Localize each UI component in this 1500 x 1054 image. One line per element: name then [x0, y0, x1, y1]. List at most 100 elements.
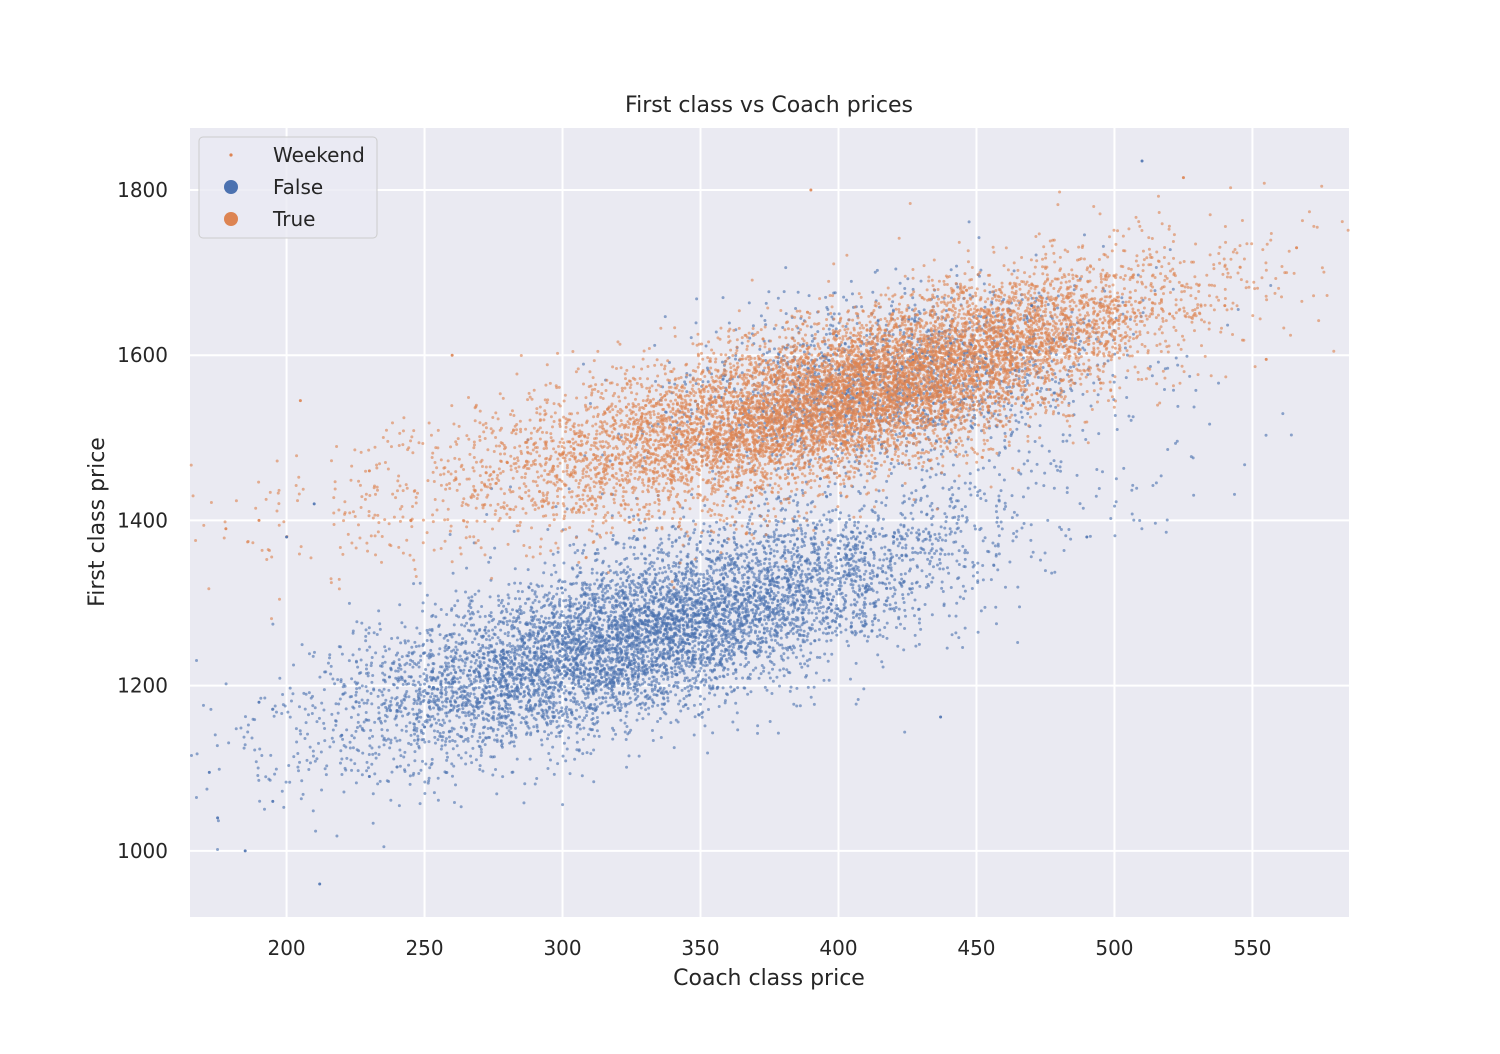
data-point-false [687, 707, 690, 710]
data-point-false [562, 755, 565, 758]
data-point-false [592, 780, 595, 783]
data-point-false [708, 636, 711, 639]
data-point-false [643, 681, 646, 684]
data-point-false [962, 585, 965, 588]
data-point-false [608, 601, 611, 604]
data-point-false [404, 707, 407, 710]
data-point-false [386, 709, 389, 712]
data-point-false [864, 615, 867, 618]
data-point-false [485, 638, 488, 641]
data-point-false [244, 743, 247, 746]
data-point-false [400, 729, 403, 732]
data-point-false [637, 647, 640, 650]
data-point-false [982, 578, 985, 581]
data-point-false [858, 596, 861, 599]
data-point-false [583, 683, 586, 686]
data-point-false [512, 620, 515, 623]
data-point-false [575, 608, 578, 611]
data-point-false [453, 801, 456, 804]
data-point-false [794, 586, 797, 589]
data-point-false [597, 596, 600, 599]
data-point-false [411, 708, 414, 711]
data-point-false [1040, 387, 1043, 390]
data-point-false [830, 639, 833, 642]
data-point-false [882, 635, 885, 638]
data-point-false [785, 636, 788, 639]
data-point-false [722, 526, 725, 529]
data-point-false [949, 498, 952, 501]
data-point-false [528, 650, 531, 653]
data-point-false [859, 630, 862, 633]
data-point-false [271, 623, 274, 626]
data-point-false [445, 701, 448, 704]
data-point-false [538, 621, 541, 624]
data-point-false [749, 690, 752, 693]
data-point-false [802, 585, 805, 588]
data-point-false [898, 581, 901, 584]
data-point-false [589, 612, 592, 615]
data-point-false [776, 604, 779, 607]
data-point-false [557, 551, 560, 554]
data-point-false [811, 623, 814, 626]
data-point-false [669, 608, 672, 611]
data-point-false [1063, 549, 1066, 552]
data-point-false [635, 697, 638, 700]
data-point-false [693, 733, 696, 736]
data-point-false [828, 679, 831, 682]
data-point-false [328, 656, 331, 659]
data-point-false [878, 581, 881, 584]
data-point-false [772, 540, 775, 543]
data-point-false [748, 519, 751, 522]
data-point-false [612, 729, 615, 732]
data-point-false [421, 610, 424, 613]
data-point-false [545, 691, 548, 694]
data-point-false [759, 524, 762, 527]
data-point-false [835, 559, 838, 562]
data-point-false [350, 716, 353, 719]
data-point-false [1175, 356, 1178, 359]
data-point-false [513, 682, 516, 685]
data-point-false [373, 631, 376, 634]
data-point-false [1005, 386, 1008, 389]
data-point-false [264, 775, 267, 778]
data-point-false [826, 581, 829, 584]
data-point-false [701, 653, 704, 656]
data-point-false [1078, 343, 1081, 346]
data-point-false [935, 473, 938, 476]
data-point-false [889, 560, 892, 563]
data-point-false [449, 533, 452, 536]
data-point-false [1154, 522, 1157, 525]
data-point-false [699, 667, 702, 670]
data-point-false [429, 649, 432, 652]
data-point-false [998, 473, 1001, 476]
data-point-false [1013, 348, 1016, 351]
data-point-false [627, 576, 630, 579]
data-point-false [879, 634, 882, 637]
data-point-false [748, 528, 751, 531]
data-point-false [415, 645, 418, 648]
data-point-false [368, 753, 371, 756]
data-point-false [581, 588, 584, 591]
data-point-false [693, 704, 696, 707]
data-point-false [454, 783, 457, 786]
data-point-false [681, 689, 684, 692]
data-point-false [647, 568, 650, 571]
data-point-false [365, 711, 368, 714]
data-point-false [761, 381, 764, 384]
data-point-false [939, 562, 942, 565]
data-point-false [633, 602, 636, 605]
data-point-false [651, 729, 654, 732]
data-point-false [839, 540, 842, 543]
data-point-false [1017, 421, 1020, 424]
data-point-false [798, 438, 801, 441]
data-point-false [427, 740, 430, 743]
data-point-false [797, 291, 800, 294]
data-point-false [715, 559, 718, 562]
data-point-false [632, 515, 635, 518]
data-point-false [925, 575, 928, 578]
data-point-false [440, 689, 443, 692]
data-point-false [888, 582, 891, 585]
data-point-false [497, 728, 500, 731]
data-point-false [810, 696, 813, 699]
data-point-false [979, 497, 982, 500]
